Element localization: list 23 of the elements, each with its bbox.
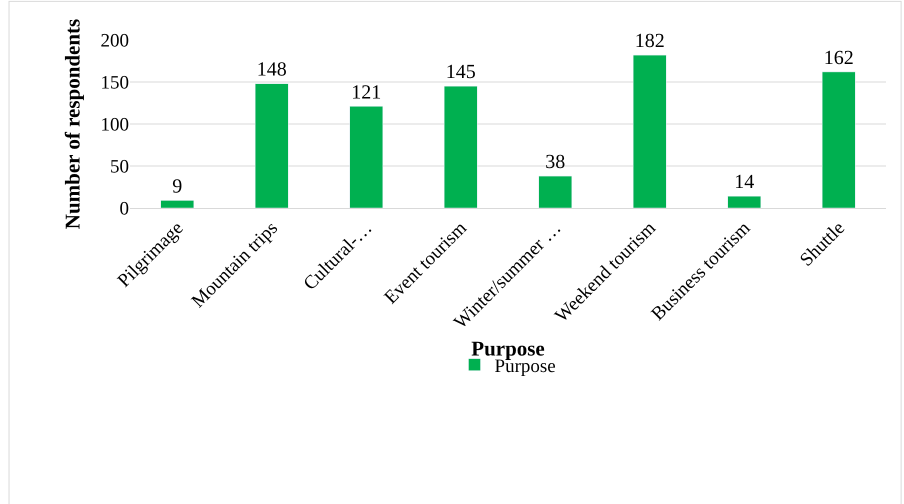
bar bbox=[632, 54, 667, 208]
data-label: 121 bbox=[351, 81, 382, 104]
y-axis-title: Number of respondents bbox=[60, 18, 85, 230]
data-label: 38 bbox=[545, 151, 566, 174]
data-label: 14 bbox=[734, 171, 754, 194]
data-label: 162 bbox=[824, 46, 854, 69]
bar bbox=[822, 72, 856, 208]
bar bbox=[254, 83, 289, 208]
data-label: 9 bbox=[172, 175, 182, 198]
data-label: 145 bbox=[446, 61, 476, 84]
x-axis-title: Purpose bbox=[471, 336, 545, 360]
y-tick-label: 50 bbox=[110, 156, 129, 178]
bar bbox=[160, 200, 194, 208]
data-label: 182 bbox=[634, 30, 665, 52]
bar bbox=[349, 106, 384, 208]
y-tick-label: 100 bbox=[100, 114, 129, 136]
bar bbox=[538, 176, 572, 208]
bar bbox=[444, 86, 478, 208]
data-label: 148 bbox=[256, 58, 287, 81]
y-tick-label: 150 bbox=[100, 72, 129, 94]
y-tick-label: 0 bbox=[120, 198, 129, 220]
y-tick-label: 200 bbox=[100, 30, 129, 52]
bar bbox=[727, 196, 762, 208]
